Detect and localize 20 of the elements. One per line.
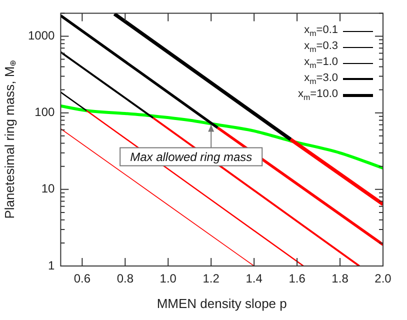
x-tick-label: 1.0	[160, 272, 177, 286]
y-tick-label: 100	[34, 105, 56, 120]
legend-label: x$_{m}$=1.0	[304, 56, 338, 70]
line-series	[60, 104, 383, 170]
x-tick-label: 1.2	[202, 272, 220, 286]
x-tick-label: 2.0	[374, 272, 392, 286]
legend-label: x$_{m}$=0.3	[304, 40, 338, 54]
x-tick-label: 0.6	[74, 272, 91, 286]
legend-label: x$_{m}$=10.0	[298, 88, 338, 102]
legend-label: x$_{m}$=3.0	[304, 72, 338, 86]
x-tick-label: 0.8	[116, 272, 134, 286]
y-tick-label: 10	[41, 182, 56, 196]
x-tick-label: 1.8	[332, 272, 349, 286]
legend-label: x$_{m}$=0.1	[304, 24, 338, 38]
x-tick-label: 1.6	[288, 272, 306, 286]
annotation: Max allowed ring mass	[130, 150, 252, 164]
y-tick-label: 1	[48, 258, 56, 272]
x-tick-label: 1.4	[246, 272, 263, 286]
y-tick-label: 1000	[28, 28, 56, 43]
x-axis-title: MMEN density slope p	[156, 296, 287, 311]
